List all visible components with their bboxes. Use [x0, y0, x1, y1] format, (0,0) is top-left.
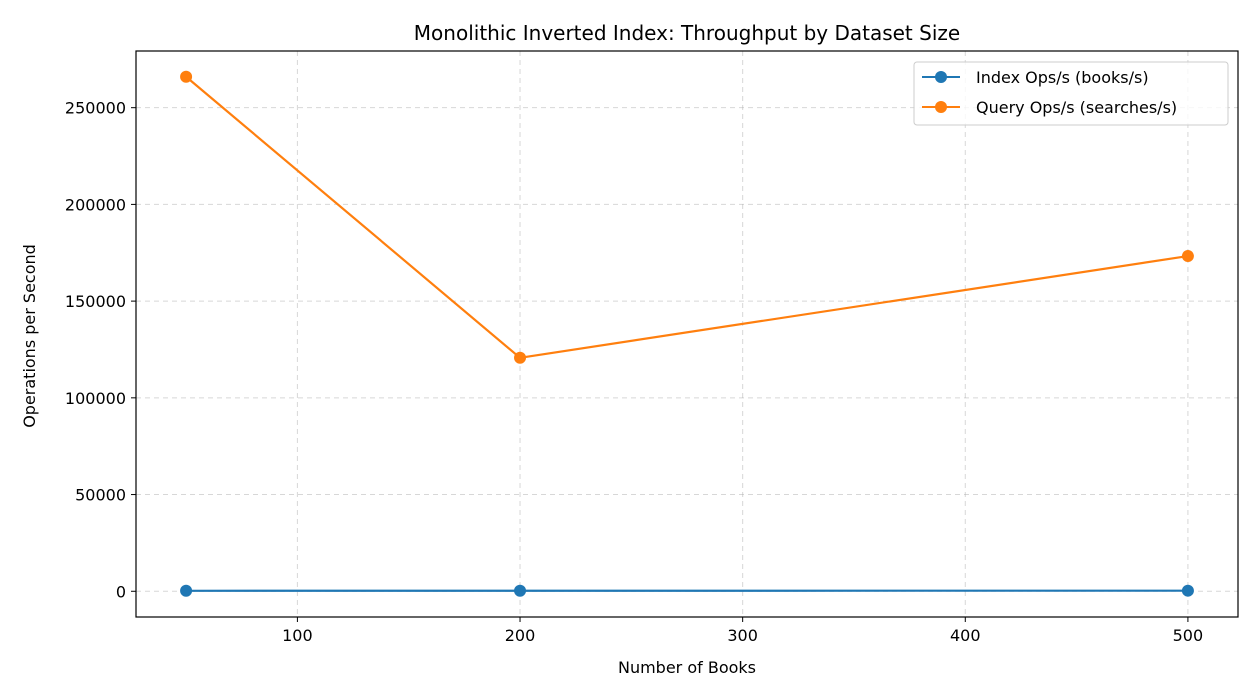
y-axis-label: Operations per Second [20, 244, 39, 428]
legend: Index Ops/s (books/s) Query Ops/s (searc… [913, 61, 1229, 126]
x-tick-label-4: 500 [1173, 626, 1204, 645]
series-0-point-2 [1181, 584, 1194, 597]
y-tick-label-0: 0 [116, 582, 126, 601]
series-0-point-0 [180, 584, 193, 597]
y-tick-label-1: 50000 [75, 486, 126, 505]
x-axis-label: Number of Books [618, 658, 756, 677]
grid [136, 51, 1238, 617]
chart-title: Monolithic Inverted Index: Throughput by… [414, 21, 960, 45]
y-tick-label-5: 250000 [65, 99, 126, 118]
series-1-point-0 [180, 70, 193, 83]
axis-ticks: 100 200 300 400 500 0 50000 100000 150000 200000 2… [65, 99, 1203, 645]
series-lines [180, 70, 1194, 597]
x-tick-label-1: 200 [505, 626, 536, 645]
legend-marker-index-ops [935, 71, 947, 83]
series-0-point-1 [514, 584, 527, 597]
x-tick-label-0: 100 [282, 626, 313, 645]
x-tick-label-2: 300 [727, 626, 758, 645]
y-tick-label-4: 200000 [65, 195, 126, 214]
legend-label-index-ops: Index Ops/s (books/s) [976, 68, 1149, 87]
legend-label-query-ops: Query Ops/s (searches/s) [976, 98, 1177, 117]
y-tick-label-2: 100000 [65, 389, 126, 408]
legend-box [913, 61, 1229, 126]
plot-frame [135, 50, 1239, 618]
series-1-point-1 [514, 351, 527, 364]
x-tick-label-3: 400 [950, 626, 981, 645]
y-tick-label-3: 150000 [65, 292, 126, 311]
series-1-point-2 [1181, 250, 1194, 263]
legend-marker-query-ops [935, 101, 947, 113]
